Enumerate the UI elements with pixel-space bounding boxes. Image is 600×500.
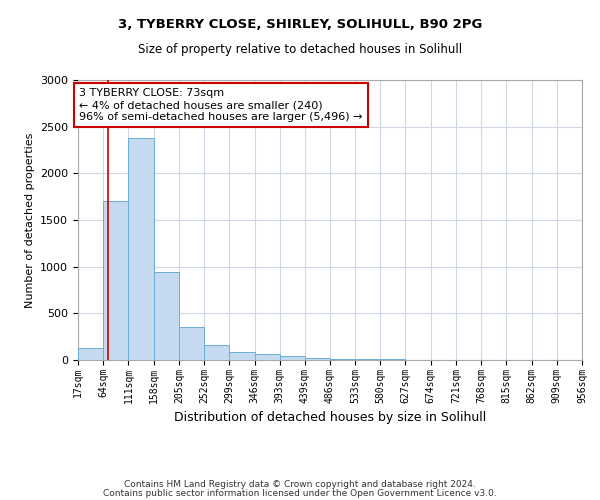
Text: 3 TYBERRY CLOSE: 73sqm
← 4% of detached houses are smaller (240)
96% of semi-det: 3 TYBERRY CLOSE: 73sqm ← 4% of detached …	[79, 88, 362, 122]
Text: 3, TYBERRY CLOSE, SHIRLEY, SOLIHULL, B90 2PG: 3, TYBERRY CLOSE, SHIRLEY, SOLIHULL, B90…	[118, 18, 482, 30]
Text: Size of property relative to detached houses in Solihull: Size of property relative to detached ho…	[138, 42, 462, 56]
Bar	[179, 328, 204, 360]
Text: Contains HM Land Registry data © Crown copyright and database right 2024.: Contains HM Land Registry data © Crown c…	[124, 480, 476, 489]
Bar	[280, 356, 305, 360]
Bar	[103, 202, 128, 360]
Bar	[78, 348, 103, 360]
Bar	[330, 358, 355, 360]
Bar	[128, 138, 154, 360]
Bar	[229, 352, 254, 360]
Y-axis label: Number of detached properties: Number of detached properties	[25, 132, 35, 308]
Bar	[154, 272, 179, 360]
X-axis label: Distribution of detached houses by size in Solihull: Distribution of detached houses by size …	[174, 411, 486, 424]
Bar	[254, 354, 280, 360]
Text: Contains public sector information licensed under the Open Government Licence v3: Contains public sector information licen…	[103, 489, 497, 498]
Bar	[355, 359, 380, 360]
Bar	[204, 344, 229, 360]
Bar	[305, 358, 330, 360]
